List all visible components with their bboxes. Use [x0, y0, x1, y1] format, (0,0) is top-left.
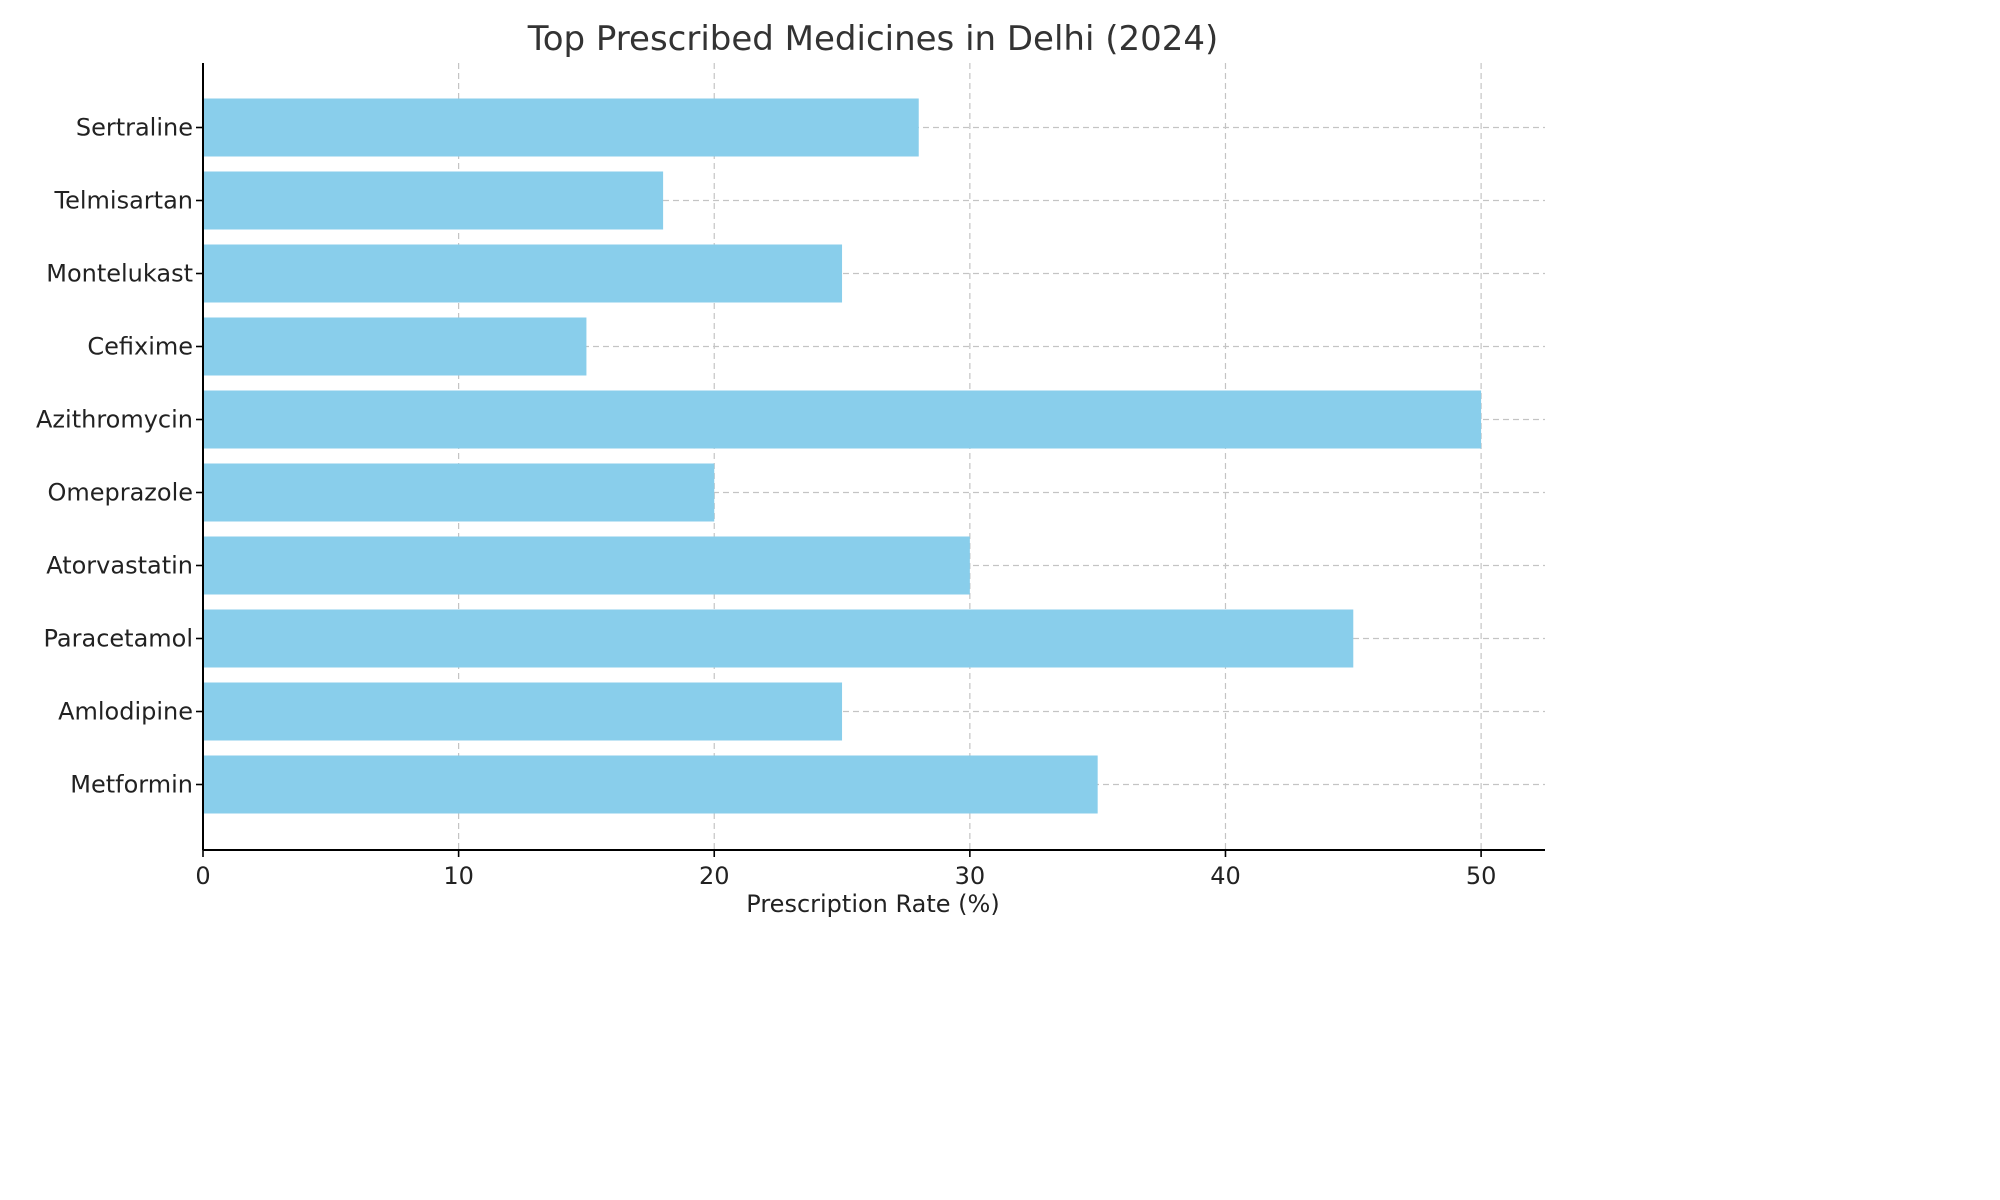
- bar: [203, 171, 664, 230]
- bar: [203, 536, 970, 595]
- chart-title: Top Prescribed Medicines in Delhi (2024): [527, 19, 1219, 59]
- y-tick-label: Omeprazole: [47, 479, 193, 507]
- bar: [203, 755, 1098, 814]
- axes: [202, 63, 1545, 851]
- bar: [203, 463, 715, 522]
- y-tick-label: Atorvastatin: [46, 552, 193, 580]
- bar: [203, 98, 919, 157]
- bar: [203, 244, 843, 303]
- y-tick-label: Sertraline: [76, 114, 193, 142]
- x-tick-label: 10: [443, 862, 474, 890]
- y-tick-label: Telmisartan: [54, 187, 193, 215]
- y-tick-label: Montelukast: [46, 260, 193, 288]
- bar: [203, 682, 843, 741]
- bar: [203, 390, 1482, 449]
- y-tick-label: Cefixime: [87, 333, 193, 361]
- bars: [203, 98, 1482, 814]
- bar: [203, 609, 1354, 668]
- y-tick-label: Metformin: [70, 771, 193, 799]
- x-axis-label: Prescription Rate (%): [746, 890, 999, 918]
- bar: [203, 317, 587, 376]
- x-ticks: 0 10 20 30 40 50: [195, 850, 1496, 890]
- y-tick-label: Azithromycin: [36, 406, 193, 434]
- y-tick-label: Amlodipine: [58, 698, 193, 726]
- x-tick-label: 20: [699, 862, 730, 890]
- y-ticks: Metformin Amlodipine Paracetamol Atorvastat…: [36, 114, 203, 799]
- y-tick-label: Paracetamol: [44, 625, 193, 653]
- x-tick-label: 0: [195, 862, 210, 890]
- x-tick-label: 30: [955, 862, 986, 890]
- x-tick-label: 40: [1210, 862, 1241, 890]
- x-tick-label: 50: [1466, 862, 1497, 890]
- chart: Top Prescribed Medicines in Delhi (2024)…: [36, 19, 1545, 918]
